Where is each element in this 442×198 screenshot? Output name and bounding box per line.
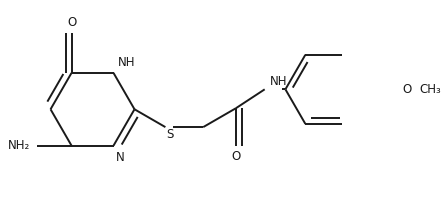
Text: O: O [231, 150, 240, 163]
Text: O: O [402, 83, 412, 96]
Text: O: O [67, 16, 76, 29]
Text: NH: NH [118, 56, 135, 69]
Text: NH₂: NH₂ [8, 139, 30, 152]
Text: N: N [116, 151, 125, 164]
Text: CH₃: CH₃ [419, 83, 441, 96]
Text: S: S [167, 129, 174, 141]
Text: NH: NH [270, 75, 287, 88]
